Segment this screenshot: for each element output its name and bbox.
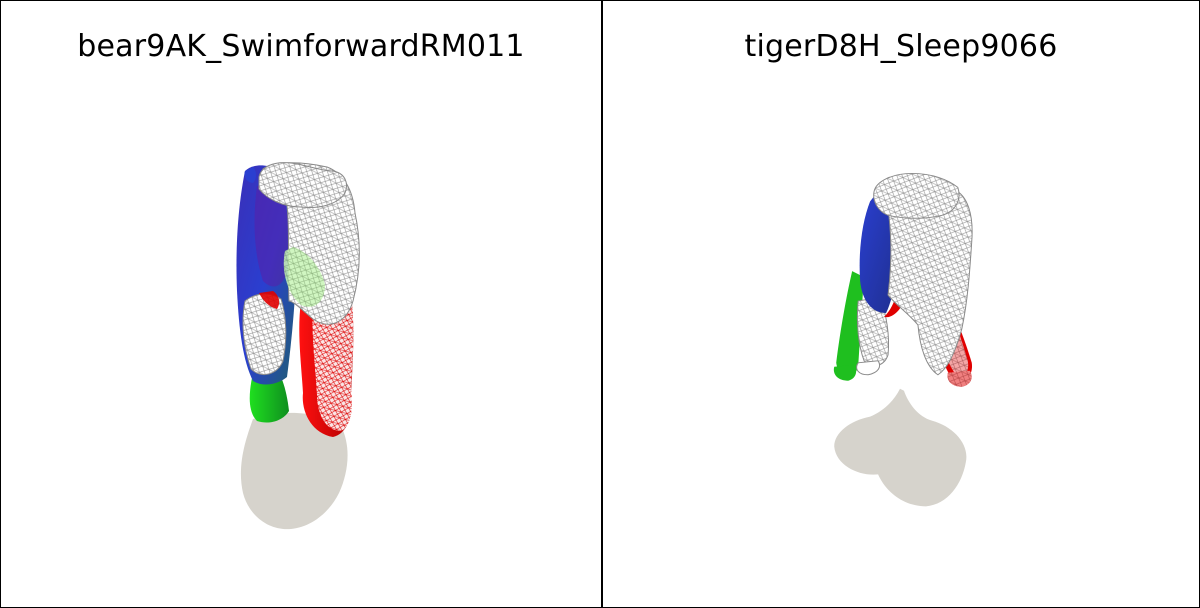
right-render-panel: tigerD8H_Sleep9066 [601,1,1199,607]
bear-body-purple-highlight [254,183,289,287]
bear-ear [244,167,256,183]
tiger-head-wireframe [873,172,960,219]
bear-head-wireframe [258,162,347,208]
tiger-shadow [834,388,967,507]
bear-front-leg-wireframe [242,293,287,376]
bear-render-scene [236,162,360,530]
tiger-foot-center [856,360,881,376]
bear-red-streak [259,291,280,309]
bear-right-leg-wire [312,297,354,431]
tiger-foot-left [833,364,857,381]
left-panel-title: bear9AK_SwimforwardRM011 [77,29,525,64]
tiger-foot-right-wire [947,370,972,387]
bear-shadow [240,412,348,530]
tiger-render-scene [833,172,973,507]
left-render-panel: bear9AK_SwimforwardRM011 [1,1,601,607]
right-panel-title: tigerD8H_Sleep9066 [744,29,1058,64]
tiger-left-leg-green [836,271,865,377]
tiger-body-blue [859,191,899,313]
bear-chest-wire [283,247,325,307]
